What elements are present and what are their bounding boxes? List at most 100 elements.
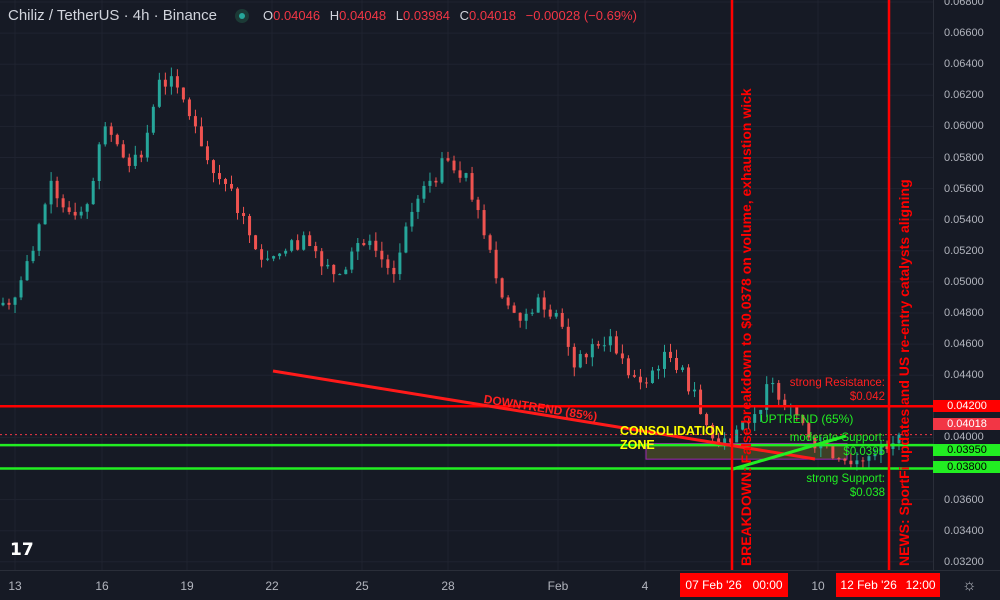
time-marker-1: 07 Feb '26 00:00 bbox=[680, 573, 788, 597]
candle-body bbox=[428, 180, 432, 186]
strong-support-label: strong Support: $0.038 bbox=[806, 473, 885, 499]
candle-body bbox=[398, 252, 402, 275]
price-label: 0.03600 bbox=[944, 493, 984, 506]
candle-body bbox=[638, 376, 642, 383]
candle-body bbox=[31, 250, 35, 262]
candle-body bbox=[542, 297, 546, 310]
candle-body bbox=[115, 134, 119, 145]
candle-body bbox=[326, 264, 330, 267]
price-label: 0.06400 bbox=[944, 58, 984, 71]
candle-body bbox=[632, 375, 636, 377]
candle-body bbox=[500, 278, 504, 298]
candle-body bbox=[410, 211, 414, 227]
price-chart[interactable] bbox=[0, 0, 933, 570]
candle-body bbox=[705, 414, 709, 426]
price-highlight-label: 0.04018 bbox=[933, 418, 1000, 430]
candle-body bbox=[97, 144, 101, 182]
candle-body bbox=[855, 460, 859, 465]
tradingview-logo[interactable]: 𝟭𝟳 bbox=[10, 540, 34, 559]
candle-body bbox=[512, 305, 516, 313]
price-label: 0.04600 bbox=[944, 338, 984, 351]
candle-body bbox=[753, 414, 757, 423]
candle-body bbox=[242, 213, 246, 217]
candle-body bbox=[476, 199, 480, 211]
price-label: 0.04800 bbox=[944, 307, 984, 319]
candle-body bbox=[254, 235, 258, 250]
candle-body bbox=[711, 425, 715, 439]
candle-body bbox=[650, 370, 654, 383]
time-label: 16 bbox=[95, 579, 109, 593]
price-highlight-label: 0.03800 bbox=[933, 461, 1000, 473]
price-label: 0.06600 bbox=[944, 27, 984, 40]
price-label: 0.04000 bbox=[944, 431, 984, 443]
strong-resistance-label: strong Resistance: $0.042 bbox=[789, 377, 885, 403]
candle-body bbox=[693, 389, 697, 392]
candle-body bbox=[735, 429, 739, 443]
time-label: 22 bbox=[265, 579, 279, 593]
candle-body bbox=[422, 185, 426, 199]
candle-body bbox=[783, 399, 787, 407]
candle-body bbox=[109, 126, 113, 135]
candle-body bbox=[308, 235, 312, 247]
candle-body bbox=[368, 240, 372, 246]
candle-body bbox=[524, 313, 528, 321]
candle-body bbox=[596, 344, 600, 346]
price-label: 0.06200 bbox=[944, 89, 984, 102]
downtrend-line bbox=[272, 369, 816, 461]
candle-body bbox=[278, 253, 282, 257]
candle-body bbox=[127, 157, 131, 166]
candle-body bbox=[536, 297, 540, 313]
price-label: 0.04400 bbox=[944, 369, 984, 382]
candle-body bbox=[741, 422, 745, 430]
candle-body bbox=[620, 353, 624, 359]
candle-body bbox=[873, 454, 877, 457]
time-axis[interactable]: 07 Feb '26 00:00 12 Feb '26 12:00 ☼ 13 16 19… bbox=[0, 570, 1000, 600]
candle-body bbox=[837, 458, 841, 460]
uptrend-line bbox=[732, 434, 847, 471]
candle-body bbox=[825, 441, 829, 446]
high-value: 0.04048 bbox=[339, 8, 387, 23]
candle-body bbox=[434, 180, 438, 183]
candle-body bbox=[79, 211, 83, 216]
time-label: 19 bbox=[180, 579, 194, 593]
candle-body bbox=[530, 312, 534, 314]
news-note: NEWS: SportFi updates and US re-entry ca… bbox=[896, 179, 912, 566]
time-marker-2: 12 Feb '26 12:00 bbox=[836, 573, 940, 597]
candle-body bbox=[614, 336, 618, 354]
candle-body bbox=[885, 445, 889, 449]
candle-body bbox=[488, 235, 492, 250]
symbol-title[interactable]: Chiliz / TetherUS · 4h · Binance bbox=[8, 7, 217, 24]
uptrend-label: UPTREND (65%) bbox=[760, 412, 854, 426]
candle-body bbox=[25, 261, 29, 281]
candle-body bbox=[121, 144, 125, 158]
candle-body bbox=[61, 198, 65, 208]
candle-body bbox=[440, 158, 444, 183]
candle-body bbox=[103, 126, 107, 145]
price-label: 0.05600 bbox=[944, 182, 984, 195]
time-label: 28 bbox=[441, 579, 455, 593]
candle-body bbox=[49, 180, 53, 205]
candle-body bbox=[175, 76, 179, 88]
time-label: 13 bbox=[8, 579, 22, 593]
candle-body bbox=[13, 297, 17, 305]
candle-body bbox=[554, 313, 558, 317]
settings-gear-icon[interactable]: ☼ bbox=[962, 577, 977, 594]
candle-body bbox=[578, 354, 582, 368]
candle-body bbox=[338, 274, 342, 276]
candle-body bbox=[765, 384, 769, 410]
candle-body bbox=[729, 438, 733, 443]
price-axis[interactable]: 0.06800 0.06600 0.06400 0.06200 0.06000 0.058… bbox=[933, 0, 1000, 570]
candle-body bbox=[771, 382, 775, 385]
time-label: Feb bbox=[547, 579, 569, 593]
open-value: 0.04046 bbox=[273, 8, 321, 23]
candle-body bbox=[302, 235, 306, 250]
candle-body bbox=[644, 382, 648, 384]
candle-body bbox=[37, 224, 41, 251]
market-open-status-icon bbox=[234, 8, 249, 23]
price-label: 0.05200 bbox=[944, 244, 984, 257]
candle-body bbox=[777, 382, 781, 400]
breakdown-note: BREAKDOWN: False breakdown to $0.0378 on… bbox=[738, 88, 754, 566]
candle-body bbox=[151, 106, 155, 133]
candle-body bbox=[332, 264, 336, 275]
candle-body bbox=[801, 414, 805, 424]
